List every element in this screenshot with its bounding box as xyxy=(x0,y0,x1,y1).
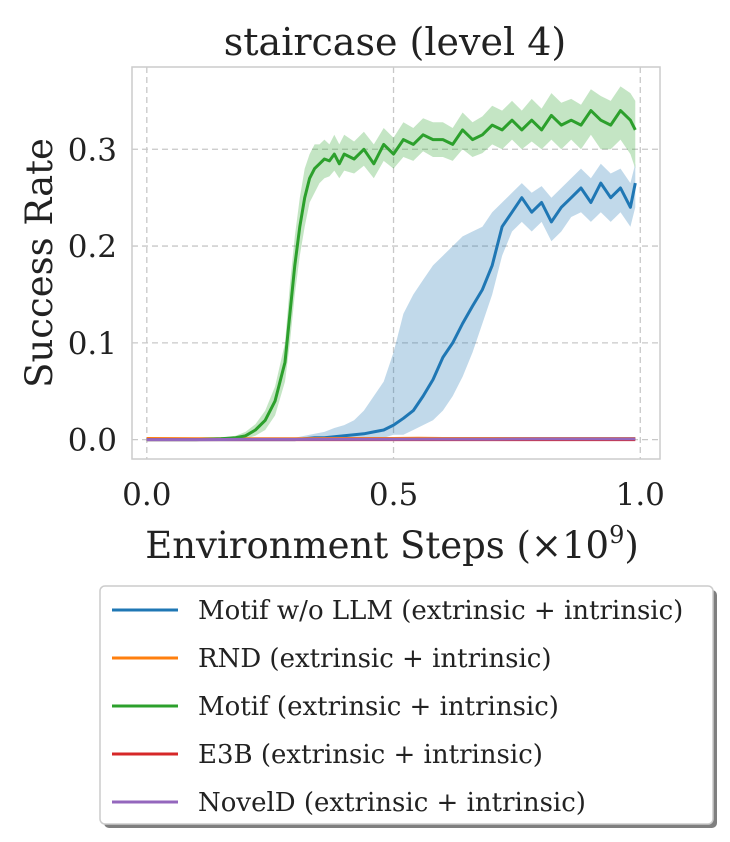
x-axis-label-exponent: 9 xyxy=(609,521,624,549)
y-tick-label: 0.2 xyxy=(68,229,117,265)
x-axis-label-main: Environment Steps (×10 xyxy=(145,524,609,567)
x-tick-label: 0.5 xyxy=(369,477,418,513)
legend-label-2: Motif (extrinsic + intrinsic) xyxy=(198,692,559,722)
x-tick-label: 1.0 xyxy=(616,477,665,513)
legend-label-0: Motif w/o LLM (extrinsic + intrinsic) xyxy=(198,596,683,626)
x-axis-label-close: ) xyxy=(624,524,638,567)
y-tick-label: 0.0 xyxy=(68,423,117,459)
series-line-4 xyxy=(147,439,636,440)
x-tick-label: 0.0 xyxy=(122,477,171,513)
y-tick-label: 0.3 xyxy=(68,132,117,168)
x-axis-label: Environment Steps (×109) xyxy=(145,521,639,567)
legend-label-4: NovelD (extrinsic + intrinsic) xyxy=(198,788,586,818)
chart-title: staircase (level 4) xyxy=(224,20,566,64)
y-axis-label: Success Rate xyxy=(18,138,61,388)
legend-label-1: RND (extrinsic + intrinsic) xyxy=(198,644,551,674)
chart: staircase (level 4) 0.0 0.5 1.0 0.0 0.1 0.2 0.… xyxy=(0,0,730,842)
legend-label-3: E3B (extrinsic + intrinsic) xyxy=(198,740,543,770)
y-tick-label: 0.1 xyxy=(68,326,117,362)
